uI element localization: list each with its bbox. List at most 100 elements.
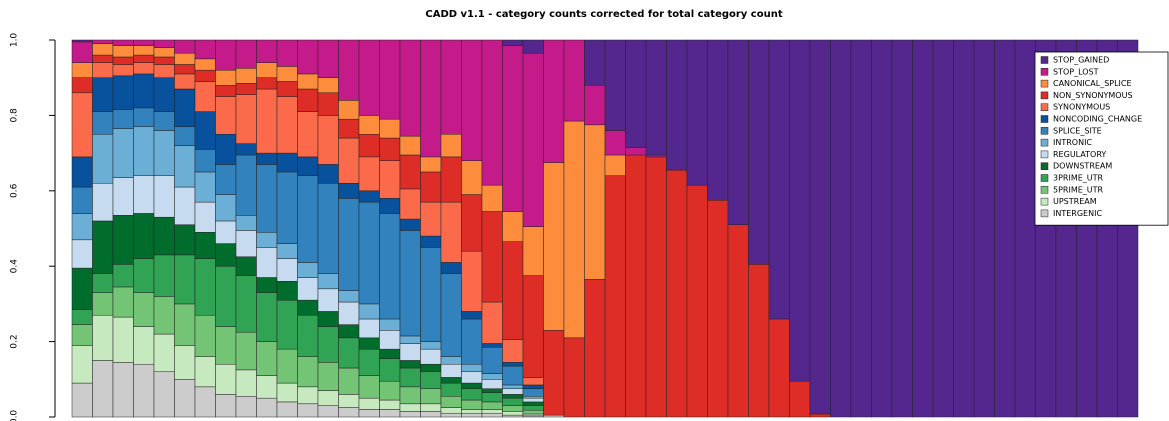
bar-segment <box>297 386 319 405</box>
bar-segment <box>543 414 565 418</box>
bar-segment <box>481 373 503 380</box>
y-tick-label: 0.6 <box>10 183 20 198</box>
bar-segment <box>174 303 196 346</box>
bar-segment <box>194 201 216 233</box>
bar-segment <box>789 380 811 418</box>
bar-segment <box>235 275 257 333</box>
bar-segment <box>133 107 155 127</box>
bar-segment <box>92 220 114 274</box>
bar-segment <box>440 407 462 414</box>
legend-label: CANONICAL_SPLICE <box>1053 79 1132 88</box>
bar-segment <box>522 275 544 378</box>
bar-segment <box>481 343 503 348</box>
bar-segment <box>666 39 688 171</box>
bar-segment <box>420 341 442 350</box>
legend-box <box>1034 51 1169 226</box>
bar-segment <box>789 39 811 382</box>
bar-segment <box>522 52 544 227</box>
bar-segment <box>194 149 216 173</box>
bar-segment <box>92 183 114 222</box>
bar-segment <box>71 41 93 63</box>
bar-segment <box>92 43 114 56</box>
bar-segment <box>604 154 626 176</box>
bar-segment <box>92 273 114 293</box>
bar-segment <box>112 316 134 363</box>
bar-segment <box>235 369 257 397</box>
bar-segment <box>153 333 175 373</box>
bar-segment <box>256 247 278 278</box>
legend-label: INTRONIC <box>1053 138 1092 147</box>
bar-segment <box>358 134 380 158</box>
bar-segment <box>71 39 93 43</box>
bar-segment <box>625 147 647 156</box>
bar-segment <box>420 201 442 237</box>
bar-segment <box>112 128 134 178</box>
bar-segment <box>522 413 544 417</box>
bar-segment <box>563 120 585 339</box>
bar-segment <box>215 194 237 222</box>
bar-segment <box>92 54 114 63</box>
bar-segment <box>686 184 708 418</box>
bar-segment <box>235 215 257 231</box>
bar-segment <box>256 164 278 233</box>
bar-segment <box>174 186 196 225</box>
bar-segment <box>420 411 442 418</box>
bar-segment <box>399 39 421 137</box>
bar-segment <box>71 92 93 158</box>
bar-segment <box>481 412 503 418</box>
bar-segment <box>522 39 544 54</box>
bar-segment <box>379 39 401 120</box>
bar-segment <box>768 318 790 418</box>
bar-segment <box>256 62 278 78</box>
bar-segment <box>338 198 360 291</box>
bar-segment <box>153 254 175 297</box>
bar-segment <box>194 81 216 112</box>
bar-segment <box>461 409 483 414</box>
legend-label: 3PRIME_UTR <box>1053 174 1104 183</box>
bar-segment <box>481 388 503 393</box>
bar-segment <box>604 39 626 131</box>
bar-segment <box>317 77 339 94</box>
bar-segment <box>399 218 421 231</box>
bar-segment <box>953 39 975 418</box>
bar-segment <box>502 384 524 389</box>
bar-segment <box>153 64 175 78</box>
bar-segment <box>707 199 729 418</box>
legend-swatch <box>1040 103 1049 111</box>
bar-segment <box>502 365 524 386</box>
bar-segment <box>420 363 442 373</box>
legend-label: REGULATORY <box>1053 150 1106 159</box>
bar-segment <box>358 190 380 203</box>
bar-segment <box>522 409 544 415</box>
bar-segment <box>338 407 360 418</box>
bar-segment <box>358 397 380 410</box>
bar-segment <box>112 64 134 77</box>
legend-swatch <box>1040 79 1049 88</box>
bar-segment <box>297 299 319 316</box>
bar-segment <box>276 401 298 418</box>
bar-segment <box>522 397 544 403</box>
bar-segment <box>645 39 667 156</box>
bar-segment <box>71 382 93 418</box>
bar-segment <box>215 363 237 395</box>
bar-segment <box>522 396 544 399</box>
bar-segment <box>256 341 278 376</box>
legend-label: NON_SYNONYMOUS <box>1053 91 1133 100</box>
bar-segment <box>71 309 93 325</box>
bar-segment <box>666 169 688 418</box>
bar-segment <box>338 337 360 369</box>
bar-segment <box>174 73 196 90</box>
bar-segment <box>133 54 155 63</box>
bar-segment <box>194 232 216 259</box>
bar-segment <box>194 258 216 316</box>
bar-segment <box>276 39 298 67</box>
bar-segment <box>235 143 257 156</box>
bar-segment <box>379 118 401 139</box>
bar-segment <box>461 194 483 252</box>
bar-segment <box>174 126 196 146</box>
bar-segment <box>317 405 339 418</box>
bar-segment <box>235 154 257 216</box>
bar-segment <box>215 220 237 244</box>
bar-segment <box>440 412 462 418</box>
bar-segment <box>338 183 360 199</box>
